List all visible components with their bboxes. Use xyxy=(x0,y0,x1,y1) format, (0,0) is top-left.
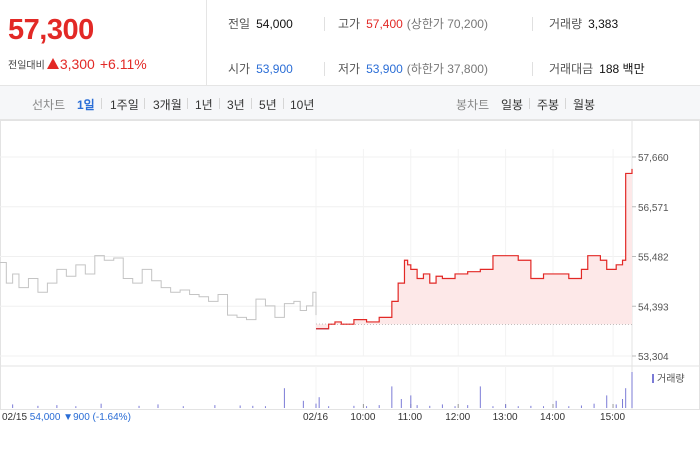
y-tick-label: 57,660 xyxy=(638,153,669,164)
stat-value: 54,000 xyxy=(256,17,293,31)
current-price: 57,300 xyxy=(8,14,94,46)
stat-volume: 거래량 3,383 xyxy=(549,15,618,32)
up-triangle-icon xyxy=(46,58,59,70)
volume-legend-swatch xyxy=(652,374,654,383)
divider xyxy=(283,98,284,109)
y-tick-label: 53,304 xyxy=(638,352,669,363)
candle-daily-tab[interactable]: 일봉 xyxy=(501,98,524,112)
price-summary: 57,300 전일대비 3,300 +6.11% 전일 54,000 고가 57,400… xyxy=(0,0,700,86)
stat-value: 188 백만 xyxy=(599,62,645,76)
stat-low: 저가 53,900 (하한가 37,800) xyxy=(338,60,488,77)
stat-value: 3,383 xyxy=(588,17,619,31)
period-3m-tab[interactable]: 3개월 xyxy=(153,98,182,112)
stat-trade-value: 거래대금 188 백만 xyxy=(549,60,645,77)
footer-summary: 02/15 54,000 ▼900 (-1.64%) xyxy=(2,412,131,423)
stat-label: 전일 xyxy=(228,17,251,31)
today-line xyxy=(316,168,633,330)
stat-label: 저가 xyxy=(338,62,361,76)
stat-label: 고가 xyxy=(338,17,361,31)
divider xyxy=(144,98,145,109)
divider xyxy=(101,98,102,109)
x-tick-label: 12:00 xyxy=(445,412,470,423)
y-tick-label: 56,571 xyxy=(638,203,669,214)
x-tick-label: 10:00 xyxy=(350,412,375,423)
line-chart-label: 선차트 xyxy=(32,98,66,112)
candle-chart-label: 봉차트 xyxy=(456,98,490,112)
y-tick-label: 55,482 xyxy=(638,253,669,264)
footer-rate: (-1.64%) xyxy=(90,412,131,423)
x-tick-label: 02/16 xyxy=(303,412,328,423)
stat-label: 거래대금 xyxy=(549,62,594,76)
today-fill-area xyxy=(316,168,632,329)
divider xyxy=(324,62,325,76)
footer-close: 54,000 xyxy=(27,412,61,423)
period-1w-tab[interactable]: 1주일 xyxy=(110,98,139,112)
change-row: 전일대비 3,300 +6.11% xyxy=(8,55,147,73)
candle-monthly-tab[interactable]: 월봉 xyxy=(573,98,596,112)
volume-legend-label: 거래량 xyxy=(657,373,685,385)
divider xyxy=(565,98,566,109)
period-3y-tab[interactable]: 3년 xyxy=(227,98,245,112)
period-1d-tab[interactable]: 1일 xyxy=(77,98,95,112)
period-1y-tab[interactable]: 1년 xyxy=(195,98,213,112)
y-tick-label: 54,393 xyxy=(638,302,669,313)
stat-label: 거래량 xyxy=(549,17,583,31)
stat-sub: (하한가 37,800) xyxy=(406,62,488,76)
change-caption: 전일대비 xyxy=(8,60,45,72)
x-tick-label: 13:00 xyxy=(493,412,518,423)
stat-value: 53,900 xyxy=(366,62,403,76)
stat-sub: (상한가 70,200) xyxy=(406,17,488,31)
period-5y-tab[interactable]: 5년 xyxy=(259,98,277,112)
divider xyxy=(251,98,252,109)
price-chart: 57,660 56,571 55,482 54,393 53,304 02/16 10:00… xyxy=(0,120,700,423)
stat-high: 고가 57,400 (상한가 70,200) xyxy=(338,15,488,32)
divider xyxy=(529,98,530,109)
change-amount: 3,300 xyxy=(59,55,95,72)
footer-change: ▼900 xyxy=(60,412,90,423)
x-tick-label: 11:00 xyxy=(398,412,423,423)
price-block: 57,300 전일대비 3,300 +6.11% xyxy=(0,0,207,86)
divider xyxy=(324,17,325,31)
stat-value: 53,900 xyxy=(256,62,293,76)
stat-label: 시가 xyxy=(228,62,251,76)
x-tick-label: 14:00 xyxy=(540,412,565,423)
chart-toolbar: 선차트 1일 1주일 3개월 1년 3년 5년 10년 봉차트 일봉 주봉 월봉 xyxy=(0,86,700,120)
footer-date: 02/15 xyxy=(2,412,27,423)
change-rate: +6.11% xyxy=(99,55,147,72)
stat-value: 57,400 xyxy=(366,17,403,31)
divider xyxy=(532,62,533,76)
x-tick-label: 15:00 xyxy=(600,412,625,423)
prev-day-line xyxy=(0,255,317,321)
divider xyxy=(187,98,188,109)
period-10y-tab[interactable]: 10년 xyxy=(290,98,315,112)
divider xyxy=(532,17,533,31)
stat-open: 시가 53,900 xyxy=(228,60,293,77)
stat-prev-close: 전일 54,000 xyxy=(228,15,293,32)
candle-weekly-tab[interactable]: 주봉 xyxy=(537,98,560,112)
divider xyxy=(219,98,220,109)
